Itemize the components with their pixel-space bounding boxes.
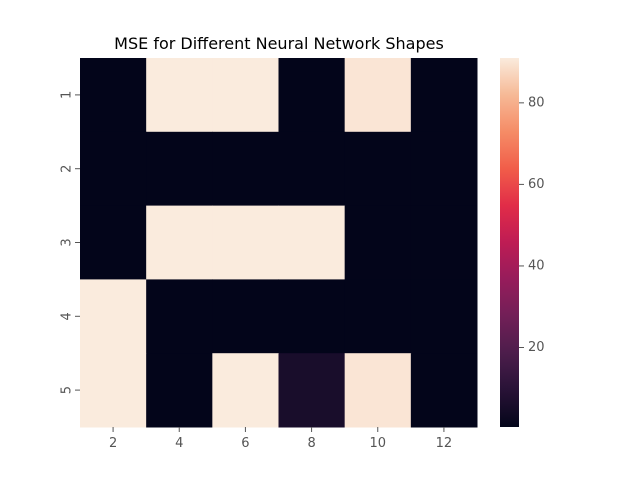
heatmap-cell-r1-c12	[410, 58, 478, 133]
colorbar-tick-label: 40	[528, 258, 545, 273]
heatmap-cell-r2-c6	[212, 131, 279, 207]
colorbar-gradient	[500, 58, 519, 427]
y-axis: 1 2 3 4 5	[60, 91, 80, 394]
colorbar-tick-label: 80	[528, 95, 545, 110]
heatmap-cell-r3-c4	[146, 205, 213, 280]
x-axis: 2 4 6 8 10 12	[109, 427, 452, 451]
heatmap-cell-r5-c10	[344, 353, 412, 428]
heatmap-cell-r5-c4	[146, 353, 213, 428]
heatmap-cell-r5-c2	[80, 353, 147, 428]
y-tick-label: 5	[60, 386, 75, 394]
x-tick-label: 12	[436, 436, 453, 451]
heatmap-cell-r4-c4	[146, 279, 213, 354]
heatmap-cell-r3-c2	[80, 205, 147, 280]
heatmap-cell-r1-c8	[278, 58, 346, 133]
heatmap-cell-r5-c8	[278, 353, 346, 428]
x-tick-label: 2	[109, 436, 117, 451]
heatmap-cells	[80, 58, 478, 428]
colorbar-tick-label: 60	[528, 177, 545, 192]
heatmap-cell-r1-c2	[80, 58, 147, 133]
heatmap-cell-r4-c10	[344, 279, 412, 354]
heatmap-cell-r2-c4	[146, 131, 213, 207]
heatmap-cell-r4-c12	[410, 279, 478, 354]
heatmap-cell-r1-c10	[344, 58, 412, 133]
x-tick-label: 10	[369, 436, 386, 451]
heatmap-cell-r3-c6	[212, 205, 279, 280]
x-tick-label: 8	[307, 436, 315, 451]
heatmap-cell-r4-c8	[278, 279, 346, 354]
y-tick-label: 2	[60, 165, 75, 173]
y-tick-label: 3	[60, 238, 75, 246]
heatmap-cell-r2-c10	[344, 131, 412, 207]
x-tick-label: 6	[241, 436, 249, 451]
colorbar-ticks: 20 40 60 80	[519, 95, 545, 355]
heatmap-cell-r2-c2	[80, 131, 147, 207]
heatmap-cell-r3-c8	[278, 205, 346, 280]
y-tick-label: 1	[60, 91, 75, 99]
heatmap-cell-r5-c12	[410, 353, 478, 428]
heatmap-cell-r2-c12	[410, 131, 478, 207]
colorbar-tick-label: 20	[528, 340, 545, 355]
heatmap-cell-r4-c6	[212, 279, 279, 354]
heatmap-cell-r5-c6	[212, 353, 279, 428]
chart-title: MSE for Different Neural Network Shapes	[114, 34, 444, 53]
heatmap-cell-r3-c12	[410, 205, 478, 280]
heatmap-cell-r2-c8	[278, 131, 346, 207]
heatmap-cell-r1-c4	[146, 58, 213, 133]
colorbar: 20 40 60 80	[500, 58, 545, 427]
x-tick-label: 4	[175, 436, 183, 451]
heatmap-cell-r3-c10	[344, 205, 412, 280]
heatmap-cell-r1-c6	[212, 58, 279, 133]
heatmap-cell-r4-c2	[80, 279, 147, 354]
y-tick-label: 4	[60, 312, 75, 320]
